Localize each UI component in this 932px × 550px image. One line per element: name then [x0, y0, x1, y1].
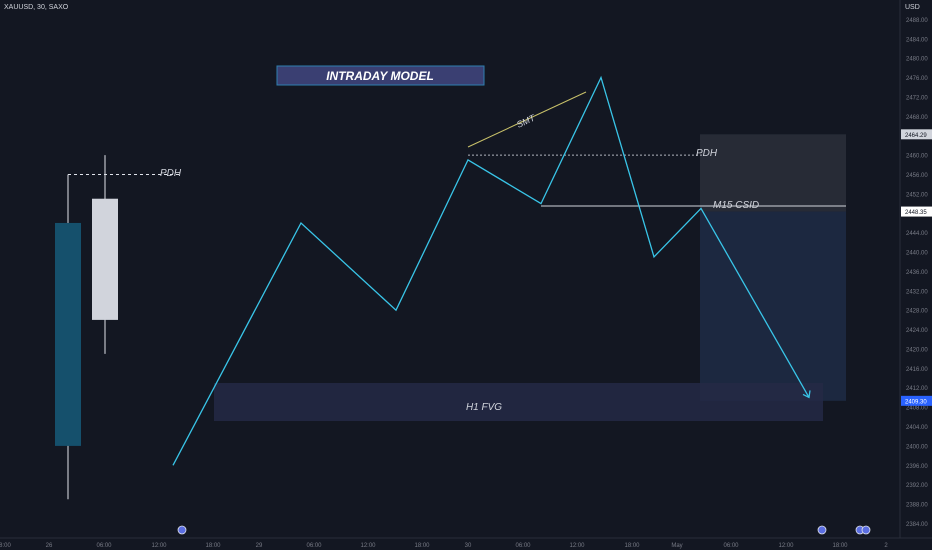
- y-tick-label: 2424.00: [906, 328, 928, 334]
- x-tick-label: 18:00: [205, 543, 221, 549]
- price-tag-bg: [901, 129, 932, 140]
- pdh-right-label: PDH: [696, 148, 718, 159]
- y-tick-label: 2412.00: [906, 386, 928, 392]
- chart-title: INTRADAY MODEL: [326, 69, 434, 83]
- range-box-upper: [700, 134, 846, 212]
- x-tick-label: May: [671, 543, 682, 549]
- arrow-head: [802, 390, 811, 399]
- x-tick-label: 12:00: [569, 543, 585, 549]
- y-tick-label: 2452.00: [906, 192, 928, 198]
- y-tick-label: 2388.00: [906, 503, 928, 509]
- price-path-line: [172, 75, 810, 466]
- y-tick-label: 2444.00: [906, 231, 928, 237]
- y-tick-label: 2432.00: [906, 289, 928, 295]
- y-tick-label: 2436.00: [906, 270, 928, 276]
- y-tick-label: 2408.00: [906, 406, 928, 412]
- y-tick-label: 2392.00: [906, 483, 928, 489]
- candle-body: [92, 198, 118, 320]
- y-tick-label: 2476.00: [906, 76, 928, 82]
- price-tag-label: 2448.35: [905, 210, 927, 216]
- y-tick-label: 2428.00: [906, 309, 928, 315]
- event-flag-icon: [177, 525, 187, 535]
- y-tick-label: 2468.00: [906, 115, 928, 121]
- symbol-label: XAUUSD, 30, SAXO: [4, 4, 69, 11]
- y-tick-label: 2404.00: [906, 425, 928, 431]
- y-tick-label: 2456.00: [906, 173, 928, 179]
- x-tick-label: 06:00: [515, 543, 531, 549]
- x-tick-label: 12:00: [360, 543, 376, 549]
- range-box-lower: [700, 211, 846, 401]
- fvg-zone: [214, 383, 823, 421]
- y-tick-label: 2480.00: [906, 57, 928, 63]
- y-tick-label: 2460.00: [906, 154, 928, 160]
- currency-label[interactable]: USD: [905, 4, 920, 11]
- smt-line: [467, 91, 587, 148]
- y-tick-label: 2472.00: [906, 95, 928, 101]
- y-tick-label: 2384.00: [906, 522, 928, 528]
- x-tick-label: 2: [884, 543, 888, 549]
- x-tick-label: 18:00: [832, 543, 848, 549]
- x-tick-label: 26: [46, 543, 53, 549]
- price-tag-bg: [901, 395, 932, 406]
- fvg-label: H1 FVG: [466, 402, 502, 413]
- x-tick-label: 8:00: [0, 543, 11, 549]
- x-tick-label: 18:00: [624, 543, 640, 549]
- y-tick-label: 2440.00: [906, 251, 928, 257]
- x-tick-label: 18:00: [414, 543, 430, 549]
- y-tick-label: 2396.00: [906, 464, 928, 470]
- smt-label: SMT: [515, 112, 538, 130]
- x-tick-label: 29: [256, 543, 263, 549]
- x-tick-label: 30: [465, 543, 472, 549]
- pdh-left-label: PDH: [160, 168, 182, 179]
- x-tick-label: 12:00: [778, 543, 794, 549]
- x-tick-label: 06:00: [306, 543, 322, 549]
- candle-body: [55, 222, 81, 446]
- x-tick-label: 12:00: [151, 543, 167, 549]
- x-tick-label: 06:00: [723, 543, 739, 549]
- event-flag-icon: [817, 525, 827, 535]
- y-tick-label: 2416.00: [906, 367, 928, 373]
- y-tick-label: 2484.00: [906, 37, 928, 43]
- price-tag-bg: [901, 206, 932, 217]
- y-tick-label: 2400.00: [906, 444, 928, 450]
- y-tick-label: 2488.00: [906, 18, 928, 24]
- price-tag-label: 2464.29: [905, 133, 927, 139]
- x-tick-label: 06:00: [96, 543, 112, 549]
- event-flag-icon: [861, 525, 871, 535]
- y-tick-label: 2420.00: [906, 347, 928, 353]
- csid-label: M15 CSID: [713, 200, 759, 211]
- title-box: [276, 65, 485, 86]
- price-tag-label: 2409.30: [905, 399, 927, 405]
